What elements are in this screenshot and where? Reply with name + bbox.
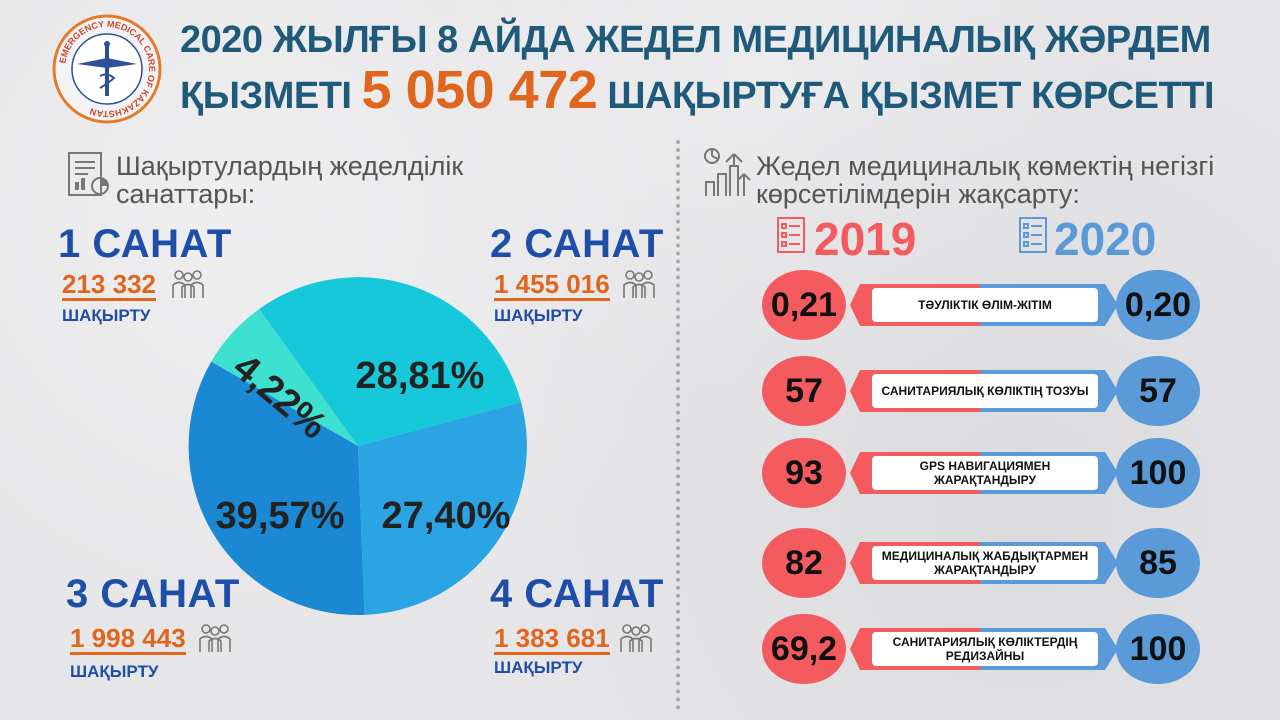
category-4-count: 1 383 681 xyxy=(494,623,610,655)
emergency-medical-care-logo: EMERGENCY MEDICAL CARE OF KAZAKHSTAN xyxy=(52,14,162,124)
comparison-arrow xyxy=(850,628,1118,670)
pie-label-category-4: 27,40% xyxy=(382,495,511,537)
total-calls-number: 5 050 472 xyxy=(361,60,598,120)
categories-pie-chart: 4,22% 28,81% 39,57% 27,40% xyxy=(188,277,527,616)
comparison-arrow xyxy=(850,284,1118,326)
pie-slice-category-2 xyxy=(259,277,522,446)
value-2020: 85 xyxy=(1116,528,1200,598)
people-icon xyxy=(172,270,204,298)
value-2019: 93 xyxy=(762,438,846,508)
category-3-count: 1 998 443 xyxy=(70,623,186,655)
category-3-label: 3 САНАТ xyxy=(66,572,240,616)
comparison-arrow xyxy=(850,542,1118,584)
indicator-label: ТӘУЛІКТІК ӨЛІМ-ЖІТІМ xyxy=(918,298,1052,312)
value-2019: 82 xyxy=(762,528,846,598)
indicator-label: GPS НАВИГАЦИЯМЕН ЖАРАҚТАНДЫРУ xyxy=(919,459,1051,487)
growth-chart-icon xyxy=(704,148,751,196)
title-suffix: ШАҚЫРТУҒА ҚЫЗМЕТ КӨРСЕТТІ xyxy=(607,75,1214,117)
year-2019-label: 2019 xyxy=(814,213,917,265)
title-prefix: ҚЫЗМЕТІ xyxy=(180,75,352,117)
category-1-label: 1 САНАТ xyxy=(58,222,232,266)
value-2019: 69,2 xyxy=(762,614,846,684)
value-2020: 100 xyxy=(1116,438,1200,508)
people-icon xyxy=(199,624,231,652)
pie-slice-category-4 xyxy=(358,402,527,615)
value-2020: 100 xyxy=(1116,614,1200,684)
category-3-unit: ШАҚЫРТУ xyxy=(70,662,159,681)
people-icon xyxy=(623,270,655,298)
value-2020: 57 xyxy=(1116,356,1200,426)
category-2-count: 1 455 016 xyxy=(494,269,610,301)
category-2-unit: ШАҚЫРТУ xyxy=(494,306,583,325)
indicator-label: МЕДИЦИНАЛЫҚ ЖАБДЫҚТАРМЕН ЖАРАҚТАНДЫРУ xyxy=(881,549,1089,577)
indicator-label: САНИТАРИЯЛЫҚ КӨЛІКТІҢ ТОЗУЫ xyxy=(881,384,1089,398)
page-title: 2020 ЖЫЛҒЫ 8 АЙДА ЖЕДЕЛ МЕДИЦИНАЛЫҚ ЖӘРД… xyxy=(180,16,1240,122)
title-line-2: ҚЫЗМЕТІ 5 050 472 ШАҚЫРТУҒА ҚЫЗМЕТ КӨРСЕ… xyxy=(180,63,1240,122)
year-2020-label: 2020 xyxy=(1054,213,1157,265)
category-1-unit: ШАҚЫРТУ xyxy=(62,306,151,325)
value-2019: 0,21 xyxy=(762,270,846,340)
checklist-icon xyxy=(1019,217,1047,253)
pie-label-category-3: 39,57% xyxy=(216,495,345,537)
category-4-unit: ШАҚЫРТУ xyxy=(494,658,583,677)
categories-section-title: Шақыртулардың жеделділік санаттары: xyxy=(116,151,464,209)
value-2020: 0,20 xyxy=(1116,270,1200,340)
people-icon xyxy=(620,624,652,652)
comparison-arrow xyxy=(850,452,1118,494)
category-4-label: 4 САНАТ xyxy=(490,572,664,616)
comparison-arrow xyxy=(850,370,1118,412)
section-divider xyxy=(676,140,680,710)
value-2019: 57 xyxy=(762,356,846,426)
checklist-icon xyxy=(777,217,805,253)
report-chart-icon xyxy=(68,152,109,196)
pie-label-category-2: 28,81% xyxy=(356,355,485,397)
indicator-label: САНИТАРИЯЛЫҚ КӨЛІКТЕРДІҢ РЕДИЗАЙНЫ xyxy=(892,635,1078,663)
indicators-section-title: Жедел медициналық көмектің негізгі көрсе… xyxy=(756,151,1215,209)
pie-slice-category-1 xyxy=(211,309,358,446)
category-1-count: 213 332 xyxy=(62,269,156,301)
category-2-label: 2 САНАТ xyxy=(490,222,664,266)
title-line-1: 2020 ЖЫЛҒЫ 8 АЙДА ЖЕДЕЛ МЕДИЦИНАЛЫҚ ЖӘРД… xyxy=(180,19,1211,61)
pie-slice-category-3 xyxy=(188,361,365,616)
